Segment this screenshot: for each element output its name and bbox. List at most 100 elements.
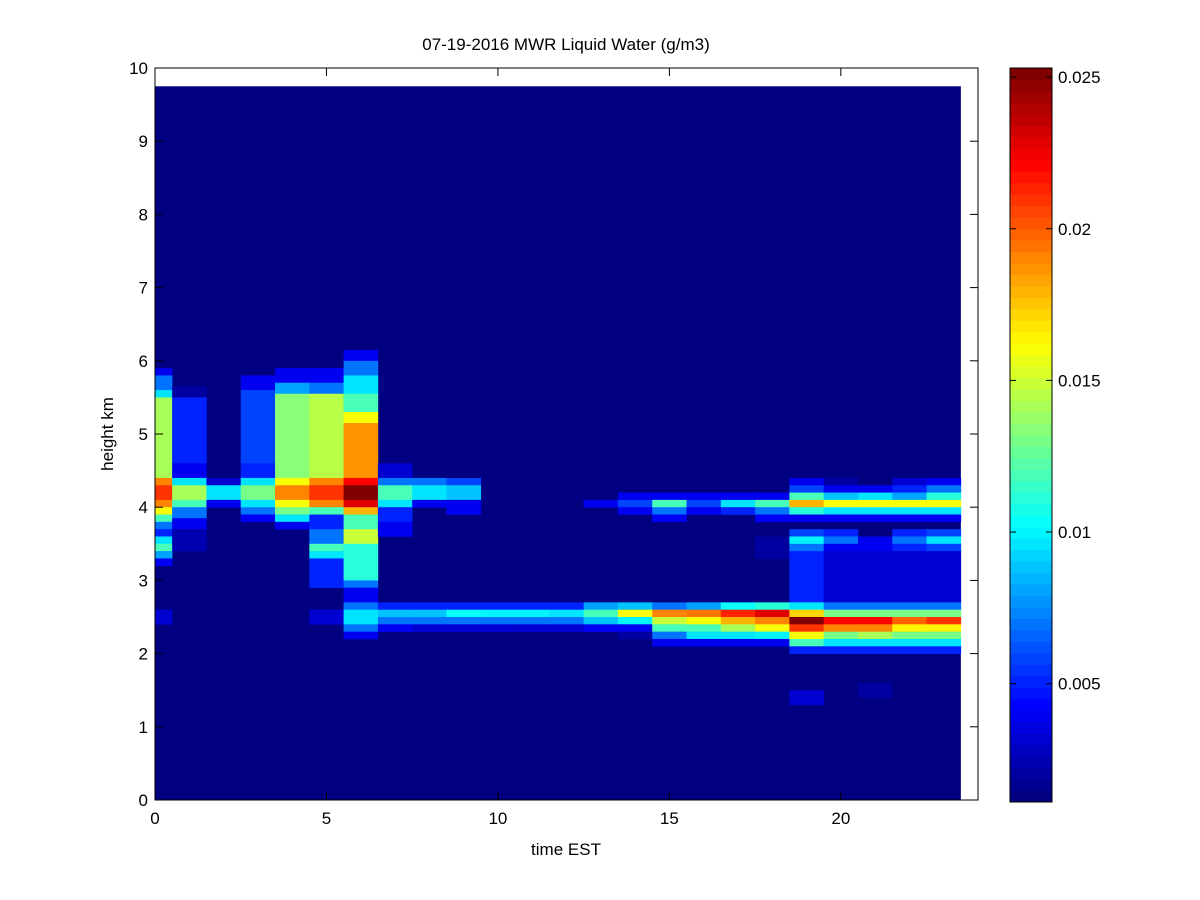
colorbar-swatch <box>1010 756 1052 769</box>
heatmap-cell <box>155 529 173 537</box>
colorbar-frame <box>1009 67 1053 803</box>
heatmap-cell <box>686 492 722 501</box>
colorbar-swatch <box>1010 205 1052 218</box>
heatmap-cell <box>412 602 447 610</box>
heatmap-cell <box>275 514 310 523</box>
heatmap-cell <box>823 529 859 537</box>
heatmap-cell <box>343 529 379 545</box>
heatmap-cell <box>720 499 756 508</box>
heatmap-cell <box>926 499 962 508</box>
colorbar-swatch <box>1010 171 1052 184</box>
colorbar-swatch <box>1010 274 1052 287</box>
colorbar-tick-label: 0.02 <box>1058 220 1091 239</box>
heatmap-cell <box>789 690 824 706</box>
heatmap-cell <box>789 485 824 493</box>
heatmap-cell <box>720 492 756 501</box>
heatmap-cell <box>275 507 310 515</box>
heatmap-cell <box>446 624 482 632</box>
heatmap-cell <box>686 507 722 515</box>
heatmap-cell <box>343 499 379 508</box>
heatmap-cell <box>275 499 310 508</box>
heatmap-cell <box>789 551 824 603</box>
heatmap-cell <box>926 646 962 654</box>
heatmap-cell <box>720 507 756 515</box>
heatmap-cell <box>343 507 379 515</box>
colorbar-swatch <box>1010 194 1052 207</box>
heatmap-cell <box>926 551 962 603</box>
colorbar-swatch <box>1010 251 1052 264</box>
heatmap-cell <box>755 499 790 508</box>
x-tick-label: 10 <box>488 809 507 828</box>
heatmap-cell <box>480 617 516 625</box>
heatmap-cell <box>857 485 893 493</box>
heatmap-cell <box>309 477 344 486</box>
heatmap-cell <box>172 507 207 519</box>
heatmap-cell <box>823 543 859 552</box>
heatmap-cell <box>857 514 893 523</box>
heatmap-cell <box>892 638 927 647</box>
heatmap-cell <box>480 624 516 632</box>
heatmap-cell <box>686 499 722 508</box>
heatmap-cell <box>892 492 927 501</box>
heatmap-cell <box>892 536 927 545</box>
heatmap-cell <box>343 360 379 376</box>
heatmap-cell <box>926 529 962 537</box>
heatmap-cell <box>857 638 893 647</box>
colorbar-swatch <box>1010 423 1052 436</box>
heatmap-cell <box>343 543 379 581</box>
colorbar-swatch <box>1010 113 1052 126</box>
heatmap-cell <box>412 624 447 632</box>
heatmap-cell <box>549 624 584 632</box>
heatmap-cell <box>789 617 824 625</box>
heatmap-cell <box>515 609 550 618</box>
colorbar-swatch <box>1010 446 1052 459</box>
heatmap-cell <box>377 499 413 508</box>
heatmap-cell <box>926 492 962 501</box>
colorbar-swatch <box>1010 366 1052 379</box>
heatmap-cell <box>155 558 173 567</box>
heatmap-cell <box>892 631 927 640</box>
heatmap-cell <box>583 617 619 625</box>
colorbar-swatch <box>1010 641 1052 654</box>
colorbar-swatch <box>1010 159 1052 172</box>
heatmap-cell <box>652 492 687 501</box>
colorbar-swatch <box>1010 561 1052 574</box>
heatmap-cell <box>823 602 859 610</box>
heatmap-cell <box>755 631 790 640</box>
heatmap-cell <box>343 349 379 362</box>
heatmap-cell <box>377 463 413 479</box>
heatmap-cell <box>275 368 310 384</box>
colorbar-swatch <box>1010 790 1052 803</box>
heatmap-cell <box>823 536 859 545</box>
y-tick-label: 5 <box>139 425 148 444</box>
heatmap-cell <box>155 543 173 552</box>
colorbar-swatch <box>1010 710 1052 723</box>
colorbar-swatch <box>1010 320 1052 333</box>
heatmap-cell <box>892 507 927 515</box>
x-axis-label: time EST <box>531 840 601 859</box>
heatmap-cell <box>720 602 756 610</box>
colorbar-swatch <box>1010 664 1052 677</box>
colorbar-swatch <box>1010 308 1052 321</box>
colorbar-swatch <box>1010 652 1052 665</box>
y-tick-label: 3 <box>139 571 148 590</box>
heatmap-cell <box>892 477 927 486</box>
heatmap-cell <box>857 682 893 698</box>
axes: 0 5 10 15 20 0 1 2 3 4 5 6 7 8 9 10 <box>129 59 978 828</box>
heatmap-cell <box>892 617 927 625</box>
heatmap-cell <box>206 477 242 486</box>
heatmap-cell <box>720 624 756 632</box>
x-tick-label: 20 <box>831 809 850 828</box>
colorbar-tick-label: 0.015 <box>1058 371 1101 390</box>
colorbar-swatch <box>1010 584 1052 597</box>
heatmap-cell <box>823 477 859 486</box>
heatmap-cell <box>857 646 893 654</box>
heatmap-cell <box>823 609 859 618</box>
heatmap-cell <box>240 507 276 515</box>
heatmap-cell <box>583 602 619 610</box>
heatmap-cell <box>926 631 962 640</box>
heatmap-cell <box>343 393 379 413</box>
colorbar-swatch <box>1010 136 1052 149</box>
heatmap-cell <box>377 602 413 610</box>
heatmap-cell <box>617 499 653 508</box>
